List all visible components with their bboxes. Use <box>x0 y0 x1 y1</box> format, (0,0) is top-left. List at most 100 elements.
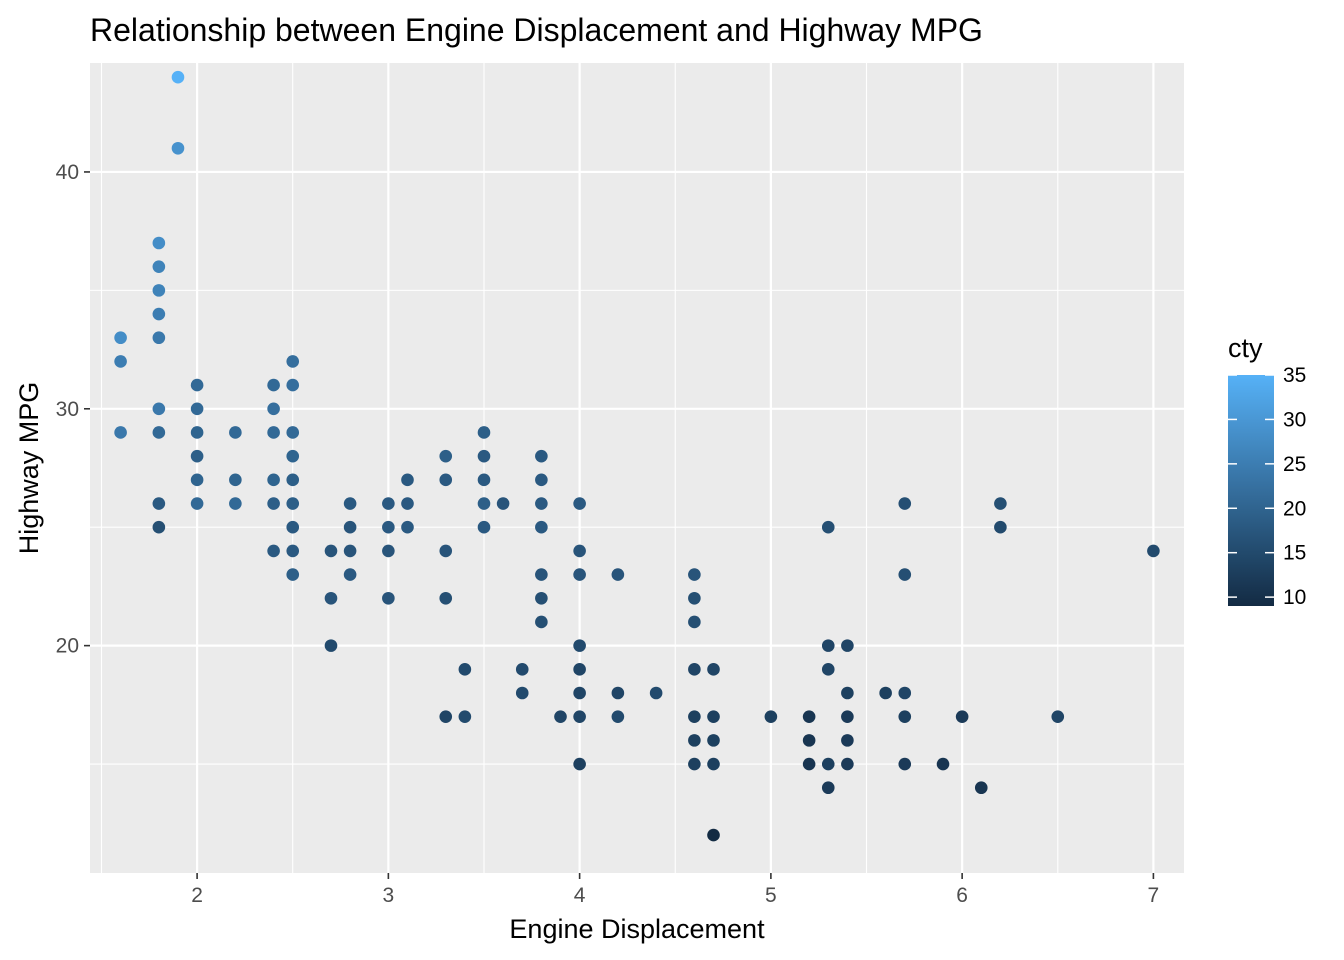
data-point <box>936 757 950 771</box>
data-point <box>286 568 300 581</box>
data-point <box>898 757 912 771</box>
data-point <box>688 591 701 605</box>
data-point <box>573 710 586 723</box>
data-point <box>286 544 300 558</box>
data-point <box>1147 544 1160 558</box>
data-point <box>439 591 453 605</box>
data-point <box>554 710 567 723</box>
data-point <box>688 757 701 771</box>
legend-tick-label: 15 <box>1283 542 1306 565</box>
data-point <box>343 520 357 534</box>
legend-colorbar <box>1228 375 1274 606</box>
data-point <box>535 615 548 629</box>
data-point <box>458 710 472 723</box>
data-point <box>802 734 816 747</box>
x-tick-label: 7 <box>1148 884 1160 907</box>
data-point <box>688 568 701 581</box>
data-point <box>152 426 166 439</box>
data-point <box>707 828 720 842</box>
data-point <box>190 473 204 487</box>
data-point <box>190 497 204 510</box>
data-point <box>190 426 204 439</box>
data-point <box>286 520 300 534</box>
data-point <box>611 710 625 723</box>
data-point <box>611 686 625 700</box>
data-point <box>382 544 395 558</box>
data-point <box>841 686 854 700</box>
data-point <box>535 473 548 487</box>
data-point <box>152 236 166 250</box>
data-point <box>439 710 453 723</box>
data-point <box>190 449 204 463</box>
data-point <box>1051 710 1065 723</box>
y-axis: 20 30 40 <box>56 161 90 658</box>
data-points <box>114 70 1160 842</box>
y-tick-label: 20 <box>56 635 79 658</box>
data-point <box>401 497 414 510</box>
data-point <box>821 520 835 534</box>
data-point <box>688 663 701 676</box>
data-point <box>535 591 548 605</box>
data-point <box>171 70 185 84</box>
minor-gridlines <box>90 63 1184 873</box>
data-point <box>324 639 338 652</box>
data-point <box>382 497 395 510</box>
data-point <box>152 260 166 273</box>
legend-tick-label: 25 <box>1283 453 1306 476</box>
data-point <box>535 520 548 534</box>
y-tick-label: 30 <box>56 398 79 421</box>
data-point <box>439 544 453 558</box>
legend-title: cty <box>1228 333 1263 363</box>
data-point <box>152 331 166 345</box>
data-point <box>267 497 280 510</box>
data-point <box>611 568 625 581</box>
data-point <box>573 686 586 700</box>
x-tick-label: 5 <box>765 884 777 907</box>
data-point <box>190 402 204 416</box>
data-point <box>458 663 472 676</box>
data-point <box>286 497 300 510</box>
data-point <box>324 591 338 605</box>
data-point <box>535 568 548 581</box>
data-point <box>707 734 720 747</box>
data-point <box>841 757 854 771</box>
x-axis-title: Engine Displacement <box>509 914 765 944</box>
color-legend: cty 10 15 20 25 30 35 <box>1228 333 1306 609</box>
data-point <box>286 355 300 368</box>
data-point <box>267 426 280 439</box>
data-point <box>401 520 414 534</box>
x-axis: 2 3 4 5 6 7 <box>191 873 1159 907</box>
data-point <box>764 710 778 723</box>
data-point <box>477 520 491 534</box>
data-point <box>649 686 663 700</box>
data-point <box>898 710 912 723</box>
data-point <box>152 520 166 534</box>
data-point <box>286 426 300 439</box>
data-point <box>267 473 280 487</box>
legend-tick-label: 20 <box>1283 497 1306 520</box>
data-point <box>821 639 835 652</box>
data-point <box>898 568 912 581</box>
legend-tick-label: 10 <box>1283 586 1306 609</box>
data-point <box>171 141 185 155</box>
data-point <box>573 757 586 771</box>
data-point <box>114 355 127 368</box>
data-point <box>802 757 816 771</box>
data-point <box>802 710 816 723</box>
data-point <box>994 520 1007 534</box>
data-point <box>688 734 701 747</box>
data-point <box>515 686 529 700</box>
data-point <box>841 710 854 723</box>
x-tick-label: 6 <box>956 884 968 907</box>
legend-tick-label: 35 <box>1283 364 1306 387</box>
data-point <box>841 734 854 747</box>
chart-title: Relationship between Engine Displacement… <box>90 12 983 48</box>
data-point <box>477 497 491 510</box>
data-point <box>343 568 357 581</box>
data-point <box>955 710 969 723</box>
data-point <box>573 663 586 676</box>
data-point <box>477 449 491 463</box>
data-point <box>573 639 586 652</box>
data-point <box>879 686 892 700</box>
x-tick-label: 2 <box>191 884 203 907</box>
